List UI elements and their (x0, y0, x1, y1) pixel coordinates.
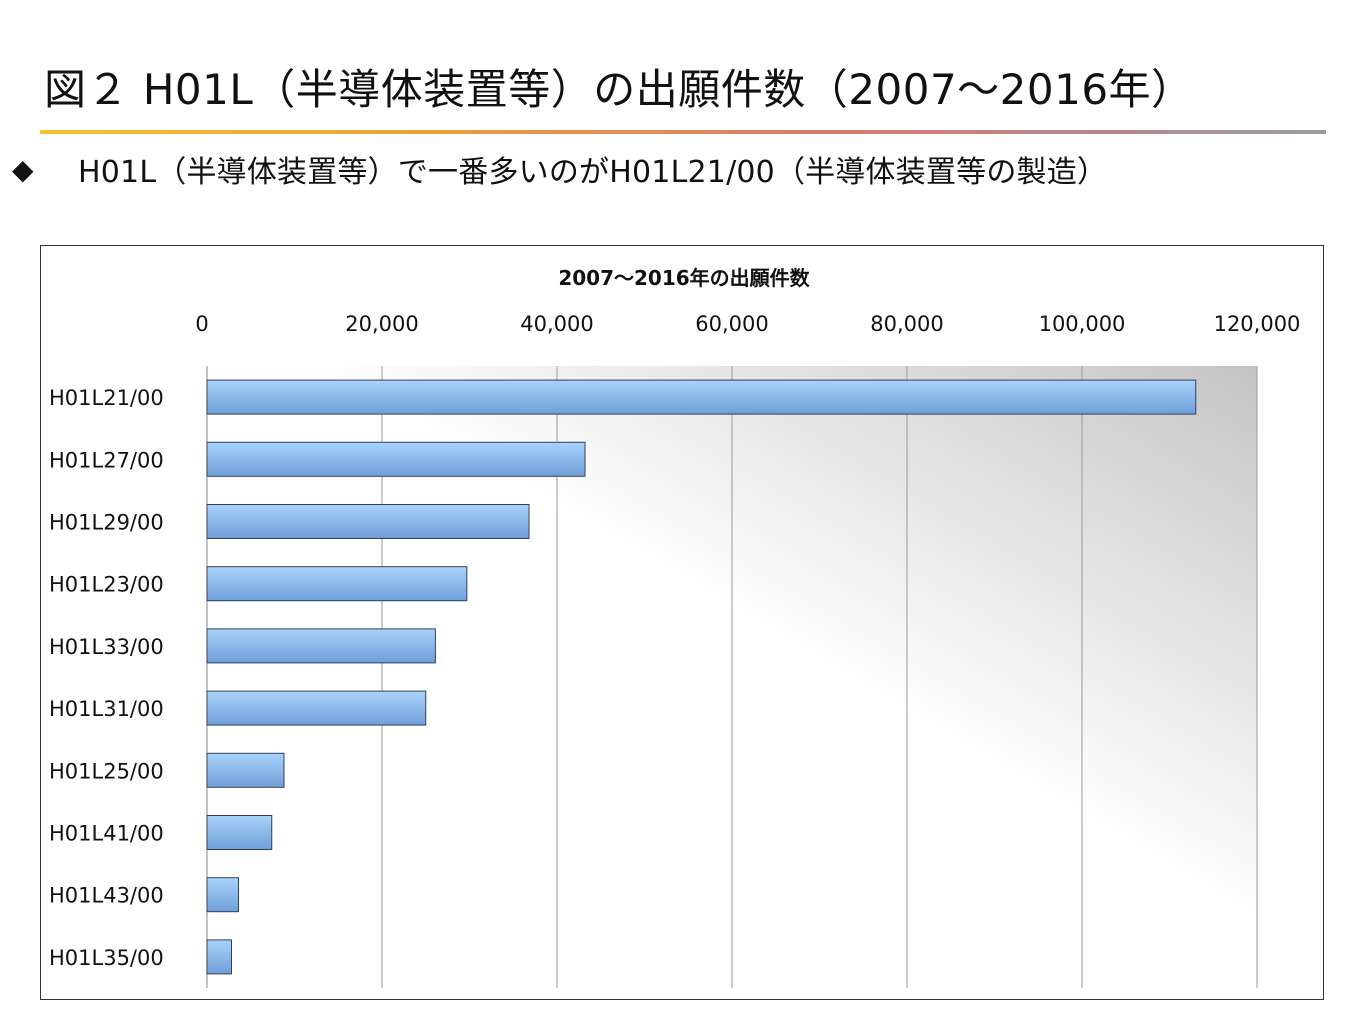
x-tick-label: 120,000 (1214, 312, 1301, 336)
bars (206, 379, 1197, 975)
category-label: H01L21/00 (49, 386, 164, 410)
diamond-bullet-icon: ◆ (12, 152, 34, 186)
category-label: H01L35/00 (49, 946, 164, 970)
x-tick-label: 100,000 (1039, 312, 1126, 336)
bar-h01l29-00 (206, 504, 530, 539)
bullet-text: H01L（半導体装置等）で一番多いのがH01L21/00（半導体装置等の製造） (78, 155, 1108, 190)
category-label: H01L33/00 (49, 635, 164, 659)
bar-h01l31-00 (206, 690, 427, 726)
bar-h01l27-00 (206, 441, 586, 477)
title-divider (40, 130, 1326, 134)
x-tick-label: 60,000 (695, 312, 768, 336)
bar-h01l33-00 (206, 628, 436, 664)
category-label: H01L27/00 (49, 448, 164, 472)
category-labels: H01L21/00 H01L27/00 H01L29/00 H01L23/00 H01L… (49, 386, 164, 970)
category-label: H01L29/00 (49, 511, 164, 535)
bar-h01l35-00 (206, 939, 232, 975)
x-tick-label: 20,000 (345, 312, 418, 336)
category-label: H01L23/00 (49, 573, 164, 597)
x-tick-label: 0 (195, 312, 208, 336)
bullet-line: ◆ H01L（半導体装置等）で一番多いのがH01L21/00（半導体装置等の製造… (12, 145, 1107, 193)
chart-frame: 2007～2016年の出願件数 0 20,000 40,000 60,000 80,00… (40, 245, 1324, 1000)
x-tick-label: 80,000 (870, 312, 943, 336)
x-tick-label: 40,000 (520, 312, 593, 336)
chart-title: 2007～2016年の出願件数 (558, 266, 810, 290)
bar-h01l25-00 (206, 752, 285, 788)
bar-h01l21-00 (206, 379, 1197, 415)
bar-chart: 2007～2016年の出願件数 0 20,000 40,000 60,000 80,00… (49, 266, 1300, 988)
category-label: H01L31/00 (49, 697, 164, 721)
x-axis-ticks: 0 20,000 40,000 60,000 80,000 100,000 120,000 (195, 312, 1300, 336)
category-label: H01L41/00 (49, 822, 164, 846)
category-label: H01L43/00 (49, 884, 164, 908)
bar-h01l23-00 (206, 566, 468, 602)
bar-h01l41-00 (206, 815, 273, 850)
slide-title: 図２ H01L（半導体装置等）の出願件数（2007～2016年） (44, 65, 1194, 114)
bar-h01l43-00 (206, 877, 239, 913)
category-label: H01L25/00 (49, 759, 164, 783)
